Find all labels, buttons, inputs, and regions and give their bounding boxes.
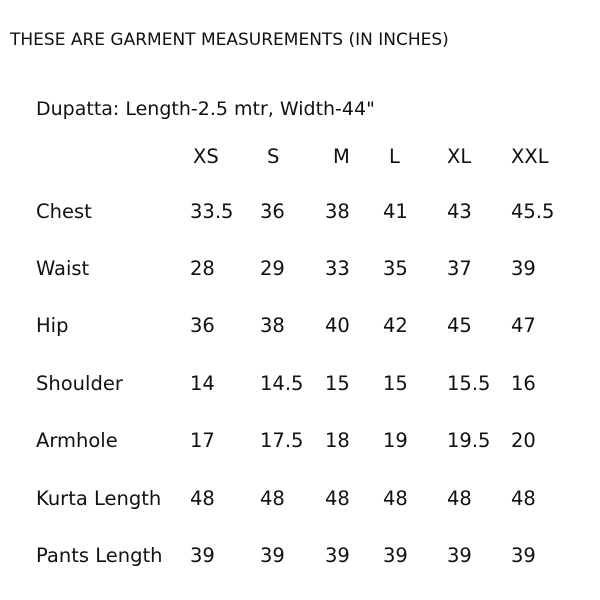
measurement-cell: 48	[260, 487, 285, 510]
measurement-cell: 36	[260, 200, 285, 223]
measurement-cell: 45.5	[511, 200, 555, 223]
table-row: Armhole 17 17.5 18 19 19.5 20	[0, 429, 600, 457]
measurement-cell: 39	[511, 544, 536, 567]
size-header: S	[267, 145, 280, 168]
size-header-row: XS S M L XL XXL	[0, 145, 600, 173]
measurement-cell: 29	[260, 257, 285, 280]
row-label: Pants Length	[36, 544, 163, 567]
measurement-cell: 48	[190, 487, 215, 510]
table-row: Shoulder 14 14.5 15 15 15.5 16	[0, 372, 600, 400]
size-header: XL	[447, 145, 472, 168]
table-row: Chest 33.5 36 38 41 43 45.5	[0, 200, 600, 228]
row-label: Kurta Length	[36, 487, 162, 510]
row-label: Chest	[36, 200, 92, 223]
measurement-cell: 48	[447, 487, 472, 510]
table-row: Hip 36 38 40 42 45 47	[0, 314, 600, 342]
row-label: Hip	[36, 314, 69, 337]
measurement-cell: 19	[383, 429, 408, 452]
measurement-cell: 38	[260, 314, 285, 337]
size-header: XXL	[511, 145, 549, 168]
row-label: Shoulder	[36, 372, 123, 395]
measurement-cell: 17.5	[260, 429, 304, 452]
measurement-cell: 33	[325, 257, 350, 280]
measurement-cell: 35	[383, 257, 408, 280]
row-label: Waist	[36, 257, 90, 280]
measurement-cell: 39	[190, 544, 215, 567]
measurement-cell: 28	[190, 257, 215, 280]
measurement-cell: 43	[447, 200, 472, 223]
size-header: M	[333, 145, 350, 168]
measurement-cell: 18	[325, 429, 350, 452]
measurement-cell: 36	[190, 314, 215, 337]
measurement-cell: 40	[325, 314, 350, 337]
measurement-cell: 20	[511, 429, 536, 452]
measurement-cell: 39	[260, 544, 285, 567]
measurement-cell: 48	[325, 487, 350, 510]
measurement-cell: 15	[383, 372, 408, 395]
measurement-cell: 41	[383, 200, 408, 223]
measurement-cell: 15.5	[447, 372, 491, 395]
measurement-cell: 17	[190, 429, 215, 452]
measurement-cell: 38	[325, 200, 350, 223]
measurement-cell: 45	[447, 314, 472, 337]
dupatta-note: Dupatta: Length-2.5 mtr, Width-44"	[36, 98, 375, 120]
table-row: Pants Length 39 39 39 39 39 39	[0, 544, 600, 572]
table-row: Waist 28 29 33 35 37 39	[0, 257, 600, 285]
measurement-cell: 37	[447, 257, 472, 280]
measurement-cell: 39	[325, 544, 350, 567]
measurement-cell: 19.5	[447, 429, 491, 452]
measurement-cell: 14	[190, 372, 215, 395]
measurement-cell: 39	[511, 257, 536, 280]
measurement-cell: 48	[511, 487, 536, 510]
measurement-cell: 33.5	[190, 200, 234, 223]
size-header: XS	[193, 145, 219, 168]
page-title: THESE ARE GARMENT MEASUREMENTS (IN INCHE…	[10, 30, 449, 50]
measurement-cell: 16	[511, 372, 536, 395]
table-row: Kurta Length 48 48 48 48 48 48	[0, 487, 600, 515]
measurement-cell: 39	[447, 544, 472, 567]
measurement-cell: 48	[383, 487, 408, 510]
measurement-cell: 39	[383, 544, 408, 567]
measurement-cell: 47	[511, 314, 536, 337]
row-label: Armhole	[36, 429, 118, 452]
measurement-cell: 42	[383, 314, 408, 337]
measurement-cell: 14.5	[260, 372, 304, 395]
size-header: L	[389, 145, 400, 168]
measurement-cell: 15	[325, 372, 350, 395]
